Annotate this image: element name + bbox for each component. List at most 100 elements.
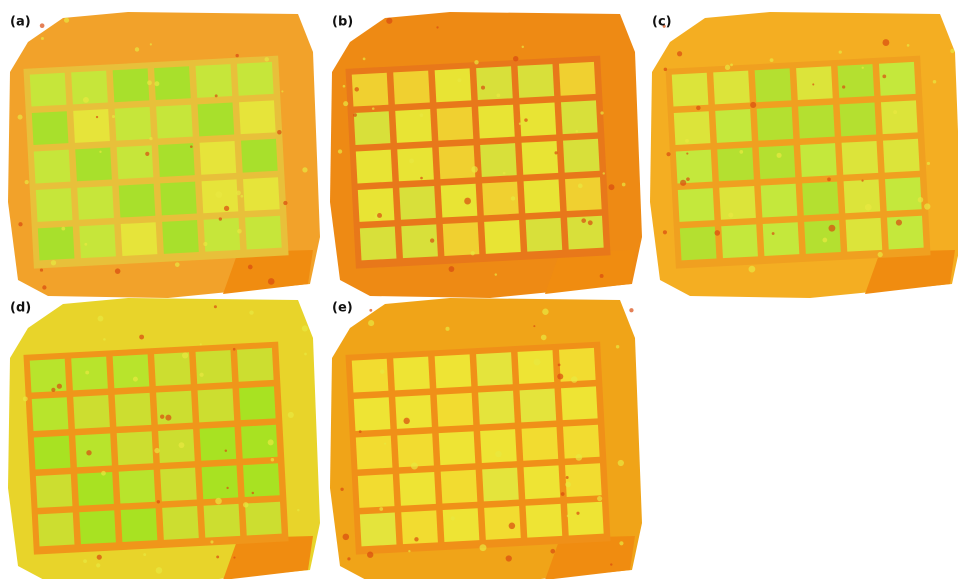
plot <box>115 107 152 141</box>
plot <box>441 184 478 218</box>
speckle <box>420 177 423 180</box>
plot <box>759 145 796 179</box>
plot <box>399 472 436 506</box>
plot <box>354 111 391 145</box>
speckle <box>730 64 733 67</box>
plot-area <box>345 56 610 269</box>
speckle <box>64 18 69 23</box>
speckle <box>619 541 623 545</box>
plot <box>158 143 195 177</box>
plot <box>160 468 197 502</box>
speckle <box>567 515 570 518</box>
speckle <box>541 335 547 341</box>
plot <box>885 177 922 211</box>
plot <box>522 427 559 461</box>
speckle <box>933 80 937 84</box>
plot <box>443 222 480 256</box>
plot <box>200 427 237 461</box>
plot <box>435 354 472 388</box>
plot <box>113 68 150 102</box>
plot <box>79 510 116 544</box>
speckle <box>578 184 583 189</box>
plot <box>156 391 193 425</box>
speckle <box>883 39 890 46</box>
speckle <box>268 439 274 445</box>
plot <box>559 348 596 382</box>
plot <box>198 389 235 423</box>
plot <box>443 508 480 542</box>
speckle <box>84 243 87 246</box>
speckle <box>842 85 845 88</box>
speckle <box>436 26 438 28</box>
plot <box>393 357 430 391</box>
plot <box>397 433 434 467</box>
panel-label: (e) <box>332 301 353 316</box>
plot <box>399 186 436 220</box>
plot <box>34 436 71 470</box>
speckle <box>566 476 569 479</box>
speckle <box>248 265 253 270</box>
speckle <box>40 23 45 28</box>
plot <box>838 64 875 98</box>
speckle <box>241 195 244 198</box>
plot <box>674 111 711 145</box>
speckle <box>265 57 269 61</box>
speckle <box>497 93 501 97</box>
speckle <box>950 49 954 53</box>
speckle <box>509 523 516 530</box>
speckle <box>42 285 46 289</box>
plot <box>243 463 280 497</box>
panel: (b) <box>330 12 642 298</box>
speckle <box>629 308 633 312</box>
speckle <box>18 222 22 226</box>
speckle <box>133 377 138 382</box>
speckle <box>112 115 115 118</box>
plot <box>561 100 598 134</box>
speckle <box>865 204 872 211</box>
speckle <box>772 232 775 235</box>
plot <box>239 386 276 420</box>
plot <box>196 64 233 98</box>
plot <box>356 150 393 184</box>
plot <box>796 66 833 100</box>
plot <box>484 506 521 540</box>
speckle <box>179 442 185 448</box>
panel: (a) <box>8 12 320 298</box>
speckle <box>571 376 578 383</box>
speckle <box>343 85 346 88</box>
speckle <box>600 274 604 278</box>
plot <box>678 188 715 222</box>
speckle <box>288 412 294 418</box>
speckle <box>98 316 104 322</box>
speckle <box>226 487 228 489</box>
plot <box>484 220 521 254</box>
plot <box>154 66 191 100</box>
plot <box>526 504 563 538</box>
plot <box>38 227 75 261</box>
speckle <box>451 516 455 520</box>
speckle <box>379 507 383 511</box>
speckle <box>861 180 863 182</box>
speckle <box>603 172 605 174</box>
speckle <box>338 149 342 153</box>
plot <box>881 100 918 134</box>
plot <box>883 139 920 173</box>
speckle <box>97 555 102 560</box>
plot <box>73 109 110 143</box>
speckle <box>827 178 831 182</box>
speckle <box>367 552 373 558</box>
plot <box>79 224 116 258</box>
speckle <box>200 343 202 345</box>
speckle <box>236 190 241 195</box>
plot <box>755 68 792 102</box>
plot <box>437 107 474 141</box>
speckle <box>610 563 612 565</box>
speckle <box>609 184 615 190</box>
plot <box>196 350 233 384</box>
plot <box>245 502 282 536</box>
speckle <box>561 492 565 496</box>
plot <box>401 510 438 544</box>
plot <box>478 391 515 425</box>
plot <box>75 433 112 467</box>
speckle <box>216 555 219 558</box>
